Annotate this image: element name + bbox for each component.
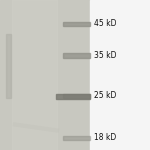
Bar [63, 53, 90, 58]
Bar [90, 0, 150, 150]
Bar [6, 34, 10, 98]
Text: 25 kD: 25 kD [94, 92, 116, 100]
Text: 18 kD: 18 kD [94, 134, 116, 142]
Text: 45 kD: 45 kD [94, 20, 116, 28]
Text: 35 kD: 35 kD [94, 51, 116, 60]
Bar [12, 0, 57, 150]
Bar [0, 0, 90, 150]
Bar [63, 94, 90, 98]
Bar [63, 22, 90, 26]
Bar [63, 136, 90, 140]
Bar [56, 94, 90, 99]
